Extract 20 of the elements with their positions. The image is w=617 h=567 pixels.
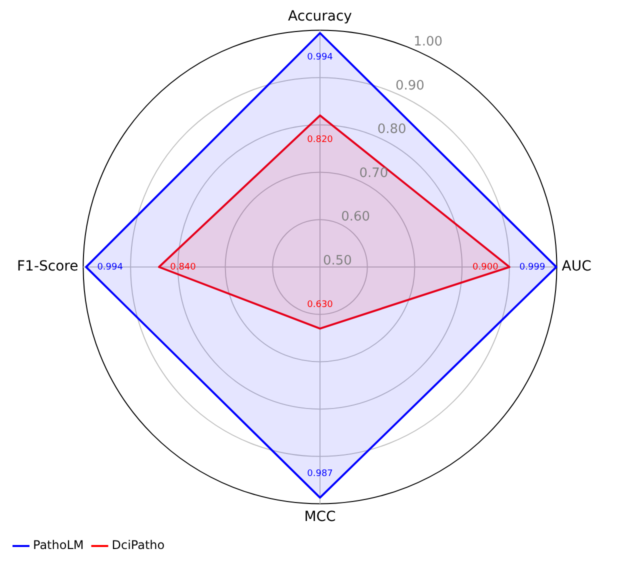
data-label: 0.900 xyxy=(472,262,499,272)
data-label: 0.999 xyxy=(519,262,546,272)
spoke-label: MCC xyxy=(304,508,336,525)
data-label: 0.630 xyxy=(307,300,334,310)
data-label: 0.994 xyxy=(307,52,334,62)
y-tick-label: 0.90 xyxy=(395,78,424,94)
data-label: 0.840 xyxy=(170,262,196,272)
spoke-label: F1-Score xyxy=(16,258,78,275)
y-tick-label: 0.70 xyxy=(359,166,388,181)
y-tick-label: 0.80 xyxy=(377,122,406,138)
y-tick-label: 0.60 xyxy=(341,210,370,225)
y-tick-label: 0.50 xyxy=(323,253,352,268)
data-label: 0.987 xyxy=(307,468,333,479)
legend-label: DciPatho xyxy=(112,538,165,552)
data-label: 0.994 xyxy=(97,262,124,272)
legend-label: PathoLM xyxy=(33,538,84,552)
data-label: 0.820 xyxy=(307,134,334,145)
spoke-label: Accuracy xyxy=(288,8,352,24)
y-tick-label: 1.00 xyxy=(414,34,443,50)
spoke-label: AUC xyxy=(562,258,592,275)
